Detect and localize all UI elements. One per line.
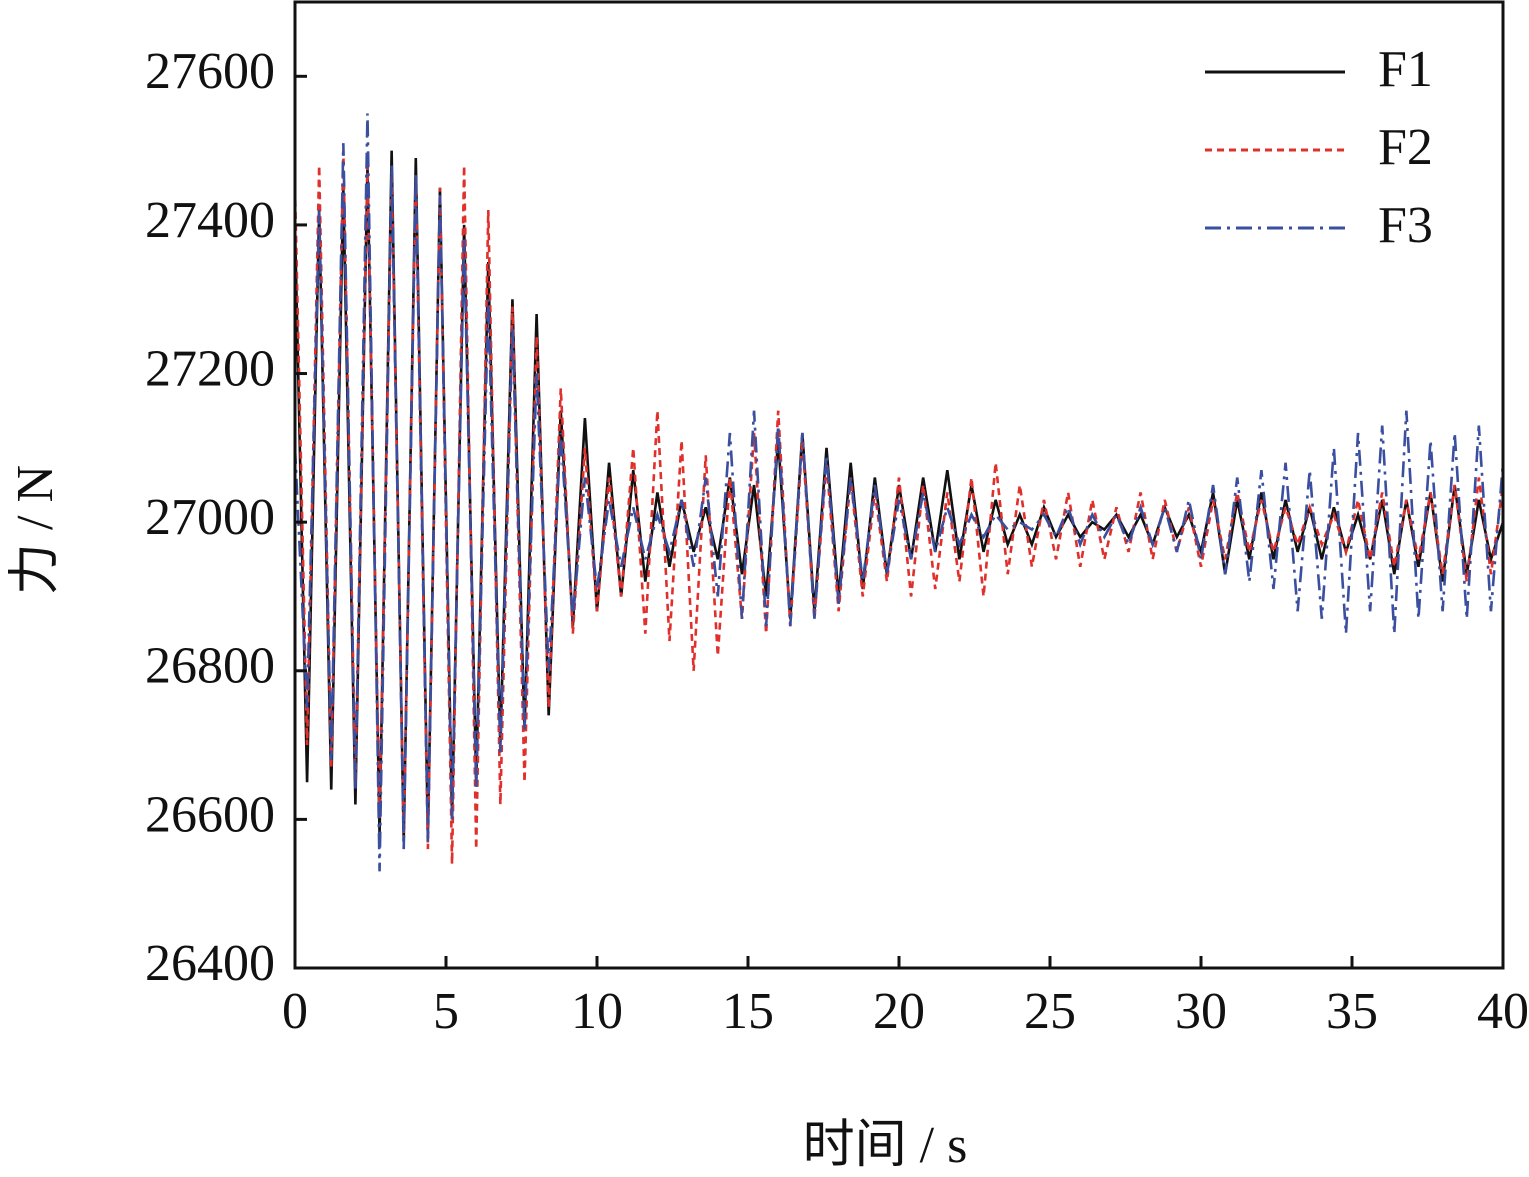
series-line [293, 113, 1505, 872]
x-tick-label: 10 [571, 983, 623, 1040]
x-tick-label: 20 [873, 983, 925, 1040]
legend-label: F1 [1378, 41, 1433, 98]
y-tick-label: 27400 [145, 192, 275, 249]
y-tick-label: 27000 [145, 489, 275, 546]
x-tick-label: 0 [282, 983, 308, 1040]
x-tick-label: 30 [1175, 983, 1227, 1040]
x-tick-label: 5 [433, 983, 459, 1040]
y-axis-label: 力 / N [7, 465, 64, 595]
x-axis-label: 时间 / s [803, 1117, 968, 1174]
y-tick-label: 26600 [145, 786, 275, 843]
y-tick-label: 27600 [145, 43, 275, 100]
series-line [293, 150, 1505, 864]
y-tick-label: 26400 [145, 935, 275, 992]
x-tick-label: 40 [1477, 983, 1529, 1040]
y-tick-label: 27200 [145, 340, 275, 397]
x-tick-label: 15 [722, 983, 774, 1040]
legend-label: F3 [1378, 197, 1433, 254]
y-tick-label: 26800 [145, 638, 275, 695]
x-tick-label: 35 [1326, 983, 1378, 1040]
x-tick-label: 25 [1024, 983, 1076, 1040]
legend-label: F2 [1378, 119, 1433, 176]
